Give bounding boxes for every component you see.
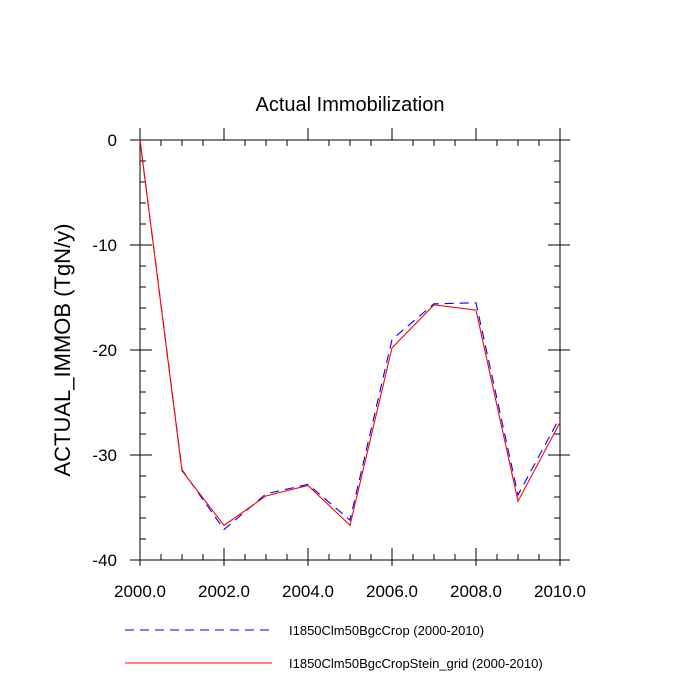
y-tick-label: -20 [92, 341, 117, 360]
x-tick-labels: 2000.0 2002.0 2004.0 2006.0 2008.0 2010.0 [114, 582, 586, 601]
x-tick-label: 2002.0 [198, 582, 250, 601]
y-tick-label: 0 [108, 131, 117, 150]
series-line-2 [139, 139, 561, 527]
y-tick-label: -40 [92, 551, 117, 570]
legend-label-2: I1850Clm50BgcCropStein_grid (2000-2010) [289, 656, 543, 671]
y-axis-label: ACTUAL_IMMOB (TgN/y) [50, 223, 75, 476]
legend-label-1: I1850Clm50BgcCrop (2000-2010) [289, 623, 484, 638]
x-tick-label: 2006.0 [366, 582, 418, 601]
y-tick-labels: 0 -10 -20 -30 -40 [92, 131, 117, 570]
y-tick-label: -10 [92, 236, 117, 255]
x-tick-label: 2000.0 [114, 582, 166, 601]
legend: I1850Clm50BgcCrop (2000-2010) I1850Clm50B… [125, 623, 543, 671]
chart-title: Actual Immobilization [256, 94, 445, 116]
x-tick-label: 2008.0 [450, 582, 502, 601]
plot-frame [139, 139, 561, 561]
x-tick-label: 2010.0 [534, 582, 586, 601]
major-ticks [130, 128, 570, 566]
series-line-1 [139, 139, 561, 531]
minor-ticks [140, 140, 560, 560]
series-lines [139, 139, 561, 531]
y-tick-label: -30 [92, 446, 117, 465]
x-tick-label: 2004.0 [282, 582, 334, 601]
